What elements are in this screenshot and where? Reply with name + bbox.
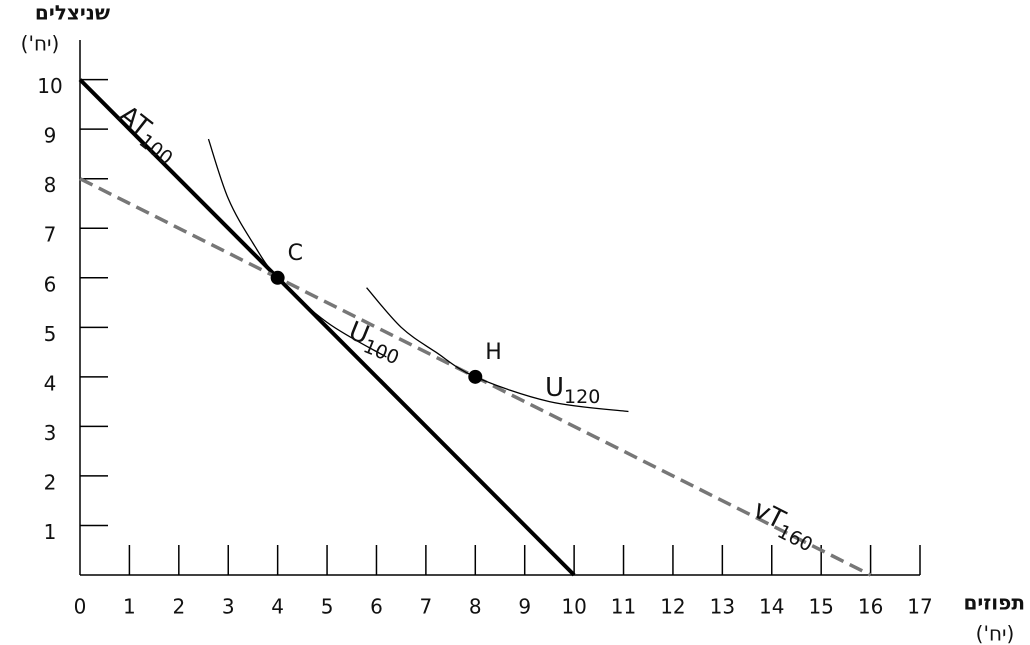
x-tick-label: 12 [660,595,685,619]
line-label: AT100 [110,100,185,169]
x-tick-label: 16 [858,595,883,619]
x-tick-label: 11 [611,595,636,619]
x-axis-label: תפוזים [963,591,1025,615]
x-tick-label: 15 [808,595,833,619]
line-label-subscript: 120 [564,386,600,408]
x-tick-label: 7 [420,595,433,619]
line-label-subscript: 160 [774,520,816,556]
point-label: C [288,241,303,266]
y-tick-label: 3 [44,421,57,445]
x-tick-label: 4 [271,595,284,619]
point [468,369,483,384]
x-tick-label: 6 [370,595,383,619]
line-label: U120 [545,373,600,408]
x-tick-label: 3 [222,595,235,619]
line-label-name: U [545,373,564,403]
y-tick-label: 4 [44,371,57,395]
x-tick-label: 0 [74,595,87,619]
x-tick-label: 5 [321,595,334,619]
x-tick-label: 8 [469,595,482,619]
x-tick-label: 14 [759,595,784,619]
x-tick-label: 2 [172,595,185,619]
y-tick-label: 10 [37,74,62,98]
x-axis-unit: (יח') [976,622,1015,645]
line-label: vT160 [746,494,822,556]
point [270,270,285,285]
y-axis-unit: (יח') [21,32,60,56]
y-tick-label: 2 [44,470,57,494]
x-tick-label: 1 [123,595,136,619]
line-2 [207,138,387,358]
line-3 [366,287,629,413]
line-label-subscript: 100 [360,335,402,369]
x-tick-label: 9 [518,595,531,619]
y-tick-label: 1 [44,520,57,544]
x-tick-label: 17 [907,595,932,619]
point-label: H [485,340,502,365]
x-tick-label: 13 [710,595,735,619]
y-tick-label: 6 [44,272,57,296]
y-axis-label: שניצלים [35,1,110,25]
y-tick-label: 8 [44,173,57,197]
line-0 [78,78,576,577]
y-tick-label: 9 [44,124,57,148]
y-tick-label: 5 [44,322,57,346]
x-tick-label: 10 [561,595,586,619]
y-tick-label: 7 [44,223,57,247]
